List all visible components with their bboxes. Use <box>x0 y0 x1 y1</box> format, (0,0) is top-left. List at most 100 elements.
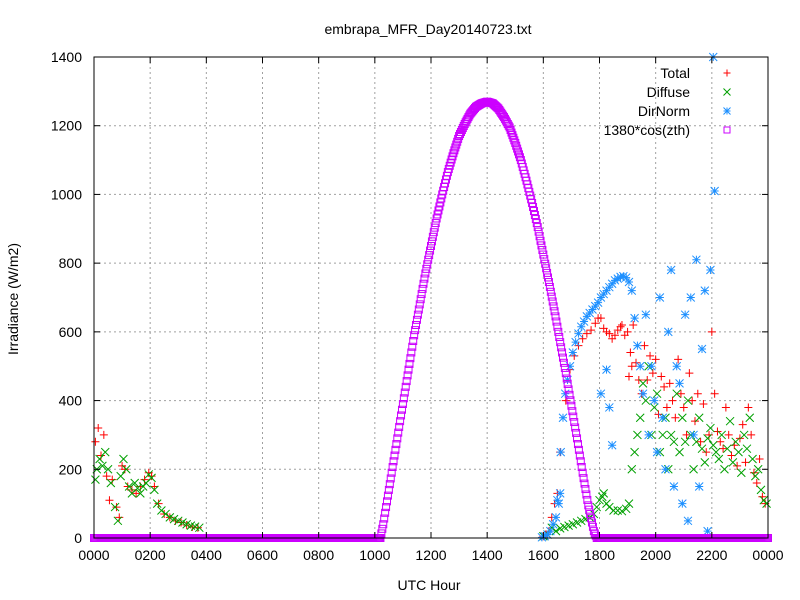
data-point <box>421 269 430 278</box>
data-point <box>116 471 126 481</box>
data-point <box>567 401 576 410</box>
data-point <box>408 342 417 351</box>
data-point <box>529 203 538 212</box>
data-point <box>733 461 742 470</box>
data-point <box>686 293 696 302</box>
data-point <box>641 396 651 405</box>
data-point <box>404 365 413 374</box>
data-point <box>565 390 574 399</box>
data-point <box>569 412 578 421</box>
data-point <box>644 430 653 440</box>
data-point <box>555 333 564 342</box>
data-point <box>592 502 602 512</box>
data-point <box>508 131 517 140</box>
data-point <box>739 430 749 440</box>
data-point <box>588 518 597 527</box>
legend-marker <box>723 107 731 115</box>
data-point <box>756 485 766 495</box>
data-point <box>742 444 752 454</box>
legend-label: DirNorm <box>638 103 690 119</box>
data-point <box>548 519 558 529</box>
data-point <box>610 331 619 340</box>
data-point <box>541 259 550 268</box>
data-point <box>551 312 560 321</box>
data-point <box>706 265 715 275</box>
data-point <box>91 475 100 484</box>
data-point <box>747 430 756 439</box>
data-point <box>591 319 600 328</box>
data-point <box>634 375 643 384</box>
data-point <box>430 223 439 232</box>
data-point <box>621 504 631 514</box>
data-point <box>390 451 399 460</box>
data-point <box>571 337 580 347</box>
data-point <box>150 482 159 491</box>
data-point <box>568 407 577 416</box>
data-point <box>724 430 733 439</box>
data-point <box>578 334 587 343</box>
data-point <box>610 275 620 285</box>
data-point <box>574 329 583 338</box>
data-point <box>412 315 421 324</box>
data-point <box>380 514 389 523</box>
data-point <box>669 482 679 491</box>
data-point <box>391 445 400 454</box>
data-point <box>436 198 445 207</box>
y-tick-label: 200 <box>59 461 83 477</box>
x-tick-label: 1600 <box>528 547 559 563</box>
data-point <box>689 430 698 440</box>
data-point <box>573 434 582 443</box>
data-point <box>722 444 732 454</box>
data-point <box>731 437 741 447</box>
data-point <box>703 526 712 536</box>
data-point <box>682 430 691 439</box>
data-point <box>562 374 571 383</box>
data-point <box>680 310 690 320</box>
data-point <box>676 389 685 398</box>
data-point <box>437 194 446 203</box>
data-point <box>431 219 440 228</box>
data-point <box>572 428 581 437</box>
data-point <box>415 300 424 309</box>
data-point <box>646 351 655 360</box>
data-point <box>566 396 575 405</box>
data-point <box>561 369 570 378</box>
data-point <box>383 497 392 506</box>
data-point <box>418 284 427 293</box>
data-point <box>389 457 398 466</box>
data-point <box>512 141 521 150</box>
data-point <box>580 479 589 488</box>
data-point <box>574 445 583 454</box>
data-point <box>755 454 764 463</box>
data-point <box>652 447 662 457</box>
data-point <box>432 214 441 223</box>
data-point <box>728 458 738 467</box>
data-point <box>679 403 688 412</box>
data-point <box>94 424 103 433</box>
data-point <box>675 447 684 457</box>
data-point <box>661 464 670 474</box>
data-point <box>641 310 651 320</box>
data-point <box>563 379 572 388</box>
data-point <box>382 503 391 512</box>
series-star <box>537 52 719 542</box>
data-point <box>533 223 542 232</box>
data-point <box>573 440 582 449</box>
data-point <box>663 327 673 337</box>
data-point <box>554 327 563 336</box>
data-point <box>147 473 156 483</box>
data-point <box>717 430 727 440</box>
data-point <box>398 400 407 409</box>
legend: Total Diffuse DirNorm 1380*cos(zth) <box>604 65 731 138</box>
data-point <box>711 447 721 457</box>
data-point <box>193 523 202 532</box>
data-point <box>403 371 412 380</box>
data-point <box>626 348 635 357</box>
data-point <box>509 133 518 142</box>
data-point <box>505 123 514 132</box>
data-point <box>450 146 459 155</box>
data-point <box>451 143 460 152</box>
data-point <box>657 372 666 381</box>
data-point <box>624 499 634 508</box>
